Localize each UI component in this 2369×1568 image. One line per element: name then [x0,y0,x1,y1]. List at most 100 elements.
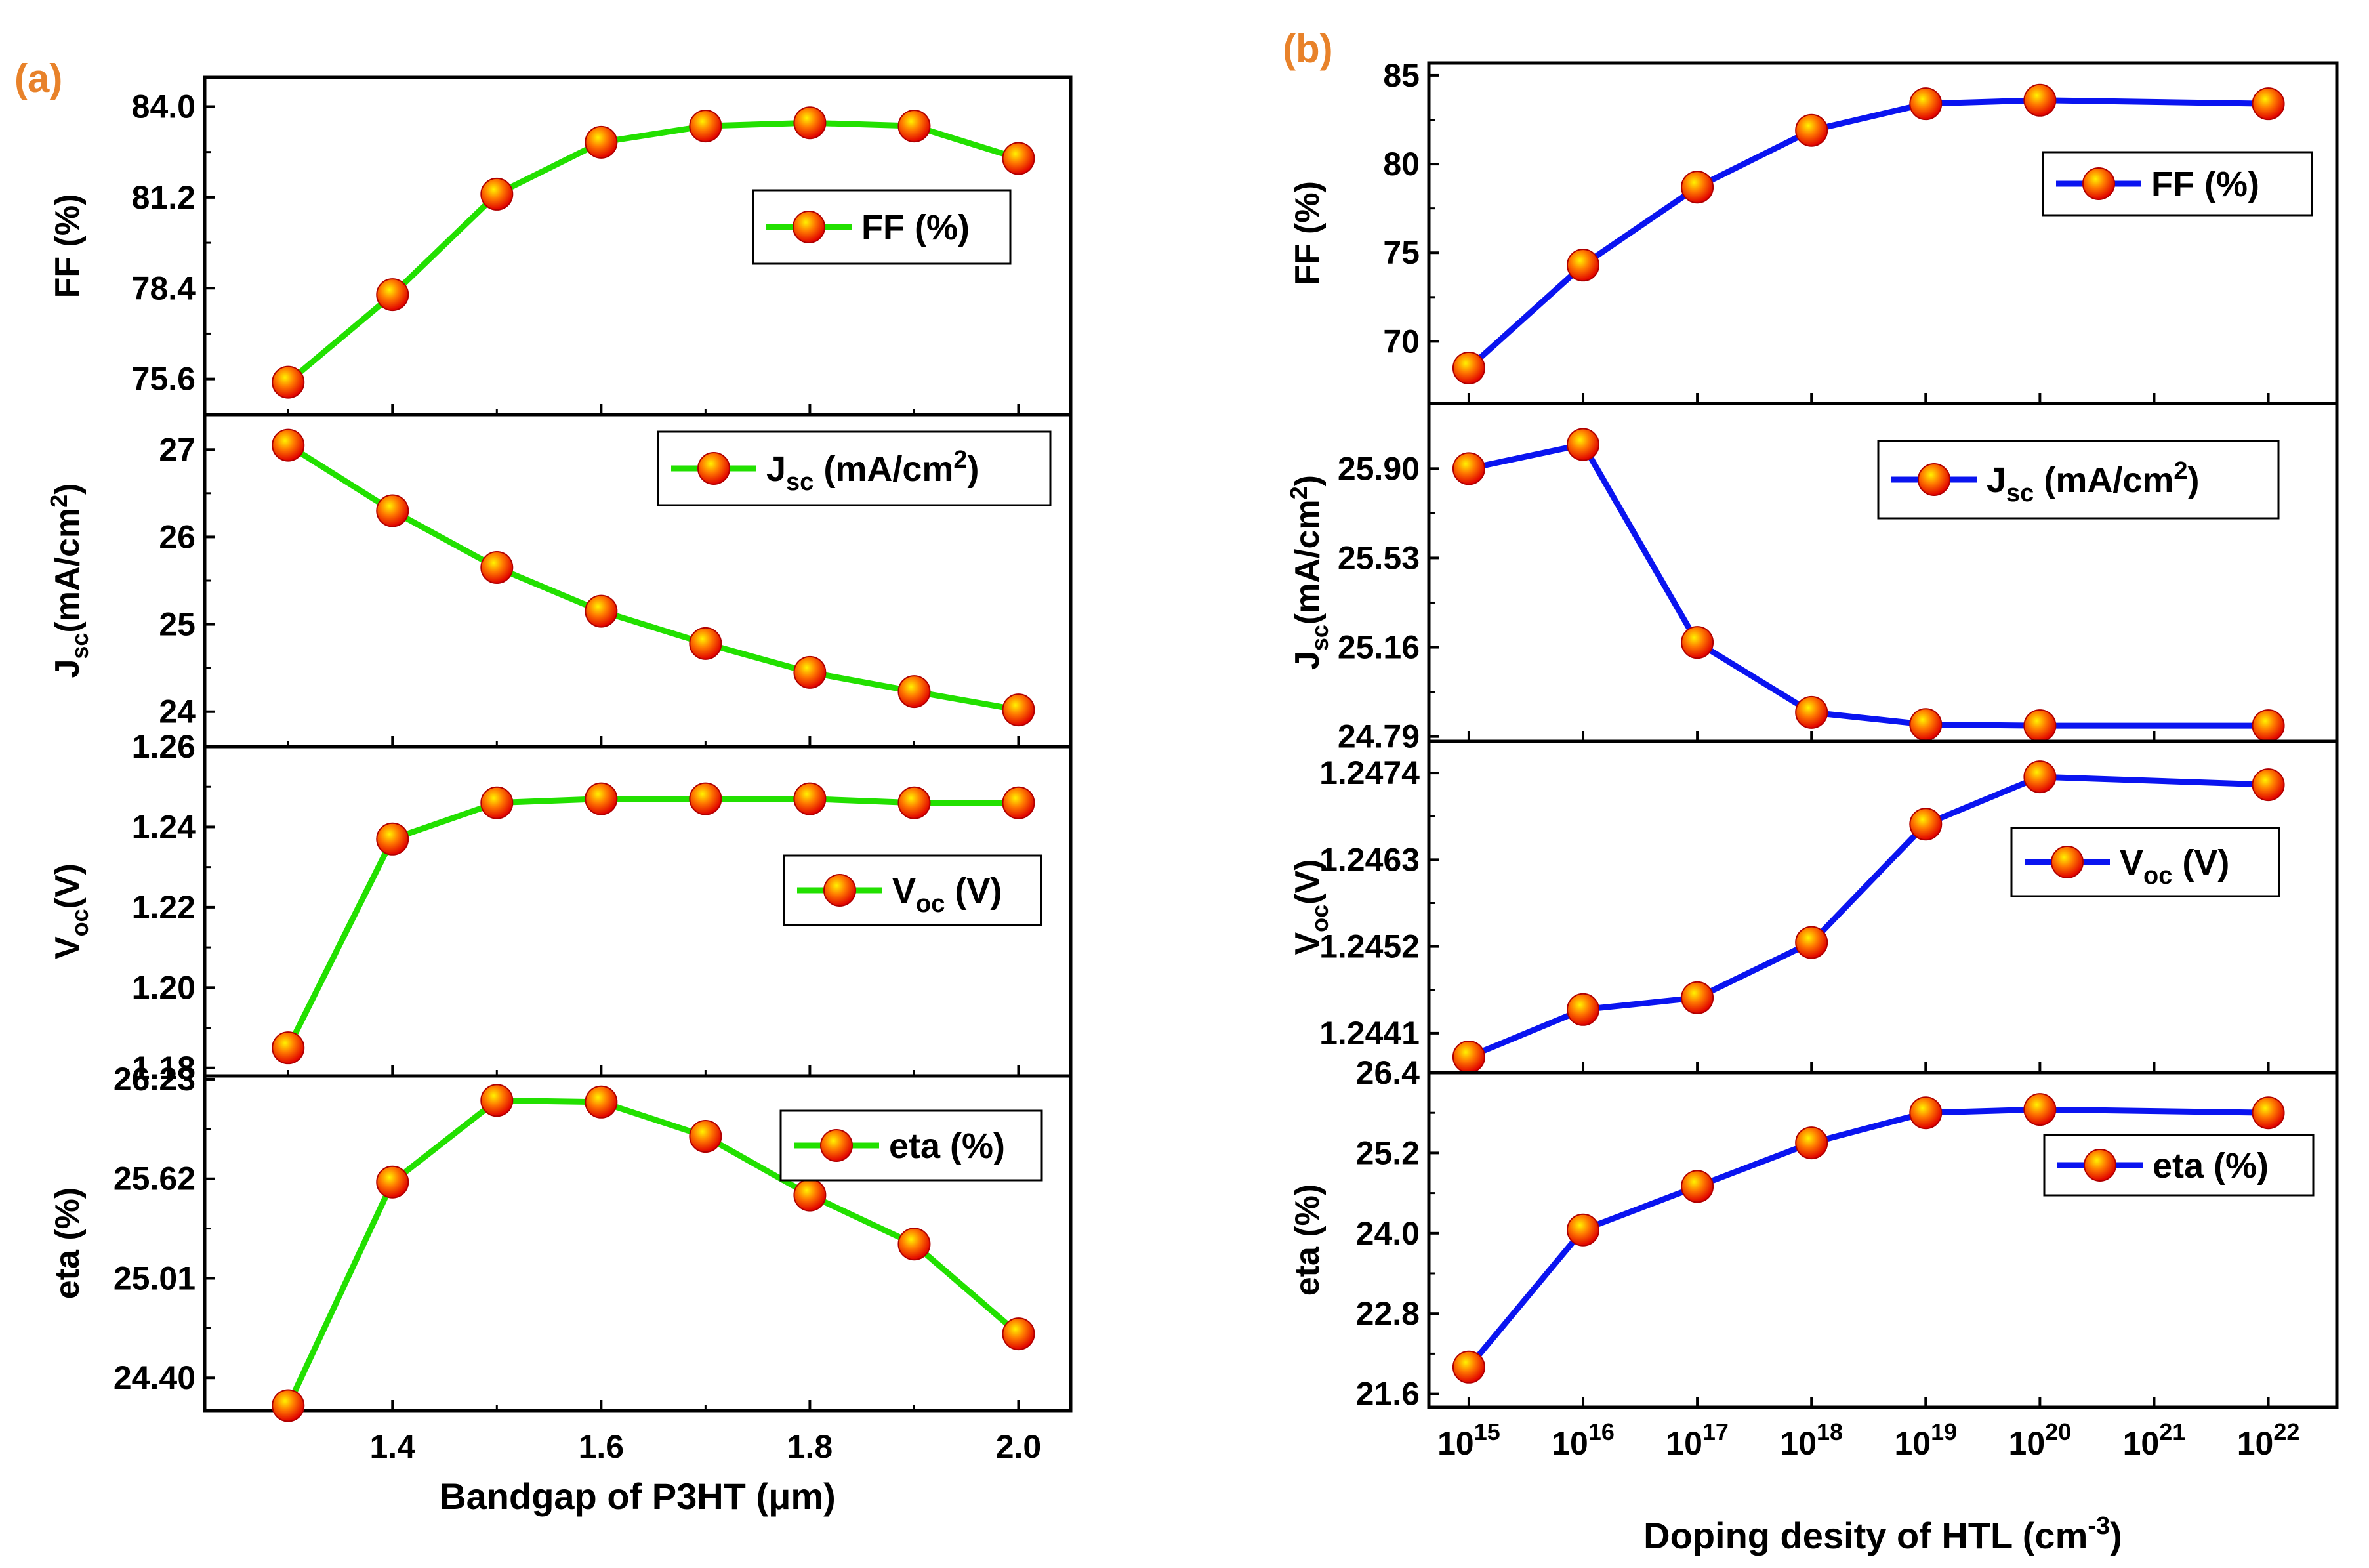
data-point[interactable] [480,551,514,585]
series-line [286,119,1020,385]
data-point[interactable] [793,782,827,815]
data-point[interactable] [1795,695,1828,729]
data-point[interactable] [1795,113,1828,147]
data-point[interactable] [689,1120,722,1153]
y-axis-label-sub: oc [66,909,93,936]
data-point[interactable] [1567,249,1600,282]
data-point[interactable] [376,494,409,527]
data-point[interactable] [1567,1213,1600,1247]
legend-label-unit: (V) [945,871,1002,911]
y-axis-label-main: J [49,659,87,678]
x-tick-label-sup: 22 [2273,1418,2299,1445]
data-point[interactable] [1909,87,1943,121]
data-point[interactable] [376,822,409,856]
data-point[interactable] [1909,808,1943,841]
data-point[interactable] [897,1228,931,1261]
x-axis-label-sup: -3 [2088,1512,2110,1540]
data-point[interactable] [2023,760,2057,794]
data-point[interactable] [376,1165,409,1199]
data-point[interactable] [585,1085,618,1119]
data-point[interactable] [1002,1317,1035,1351]
data-point[interactable] [1567,428,1600,461]
data-point[interactable] [793,1178,827,1212]
y-axis-label-sub: sc [1306,625,1333,651]
legend-label-main: J [766,449,786,489]
data-point[interactable] [1681,981,1714,1014]
data-point[interactable] [1452,351,1485,384]
y-tick-label: 24.40 [113,1359,196,1396]
data-point[interactable] [2023,1093,2057,1126]
y-tick-label: 26.4 [1356,1054,1420,1091]
data-point[interactable] [2252,1096,2285,1130]
legend-label-main: J [1987,461,2006,500]
data-point[interactable] [1002,786,1035,819]
legend-marker [697,452,730,485]
x-tick-label: 1.8 [787,1428,833,1465]
data-point[interactable] [2252,709,2285,743]
data-point[interactable] [1795,1126,1828,1160]
y-axis-label-main: eta (%) [1288,1184,1327,1296]
y-axis-label: FF (%) [49,194,87,299]
subplot-a-ff: 75.6 78.4 81.2 84.0 FF (%) FF (%) [49,75,1073,417]
data-point[interactable] [1567,993,1600,1026]
legend-label-unit: (V) [2172,843,2229,882]
x-tick-label: 1022 [2237,1418,2300,1462]
x-tick-label-sup: 19 [1931,1418,1957,1445]
y-axis-label-main: J [1288,651,1327,670]
data-point[interactable] [1452,1350,1485,1384]
y-axis-label-unit: (mA/cm [1288,499,1327,625]
data-point[interactable] [689,627,722,660]
data-point[interactable] [480,786,514,819]
data-point[interactable] [2023,83,2057,117]
data-point[interactable] [689,782,722,815]
data-point[interactable] [793,106,827,140]
series-line [1466,97,2269,371]
y-tick-label: 1.2441 [1319,1015,1420,1052]
data-point[interactable] [272,1031,305,1065]
data-point[interactable] [1452,452,1485,485]
y-tick-label: 24.0 [1356,1215,1420,1252]
legend-label: eta (%) [2153,1146,2269,1186]
y-tick-label: 1.20 [132,969,196,1006]
data-point[interactable] [1681,1170,1714,1203]
y-axis-label: eta (%) [49,1187,87,1299]
data-point[interactable] [1795,926,1828,959]
plot-frame [203,1074,1073,1413]
data-point[interactable] [585,782,618,815]
data-point[interactable] [1002,693,1035,727]
data-point[interactable] [1681,626,1714,659]
data-point[interactable] [897,786,931,819]
data-point[interactable] [2252,768,2285,802]
x-tick-label-base: 2.0 [996,1428,1042,1465]
data-point[interactable] [1452,1040,1485,1073]
data-point[interactable] [1002,142,1035,175]
x-tick-label-base: 10 [1437,1425,1474,1462]
y-tick-label: 1.2463 [1319,841,1420,878]
y-tick-label: 85 [1383,57,1420,94]
data-point[interactable] [1909,1096,1943,1130]
data-point[interactable] [689,110,722,143]
data-point[interactable] [480,177,514,211]
data-point[interactable] [376,278,409,312]
data-point[interactable] [793,655,827,689]
x-tick-label-sup: 18 [1817,1418,1843,1445]
data-point[interactable] [272,428,305,462]
data-point[interactable] [480,1084,514,1117]
data-point[interactable] [272,365,305,399]
y-tick-label: 78.4 [132,270,196,306]
data-point[interactable] [897,675,931,709]
data-point[interactable] [585,594,618,628]
data-point[interactable] [585,125,618,159]
data-point[interactable] [272,1389,305,1422]
data-point[interactable] [2252,87,2285,121]
y-axis-label-sub: oc [1306,905,1333,932]
y-tick-label: 21.6 [1356,1376,1420,1413]
data-point[interactable] [1909,708,1943,741]
data-point[interactable] [897,110,931,143]
legend-label-main: eta (%) [889,1126,1005,1166]
y-axis-label-main: V [1288,932,1327,955]
data-point[interactable] [2023,709,2057,743]
data-point[interactable] [1681,171,1714,204]
